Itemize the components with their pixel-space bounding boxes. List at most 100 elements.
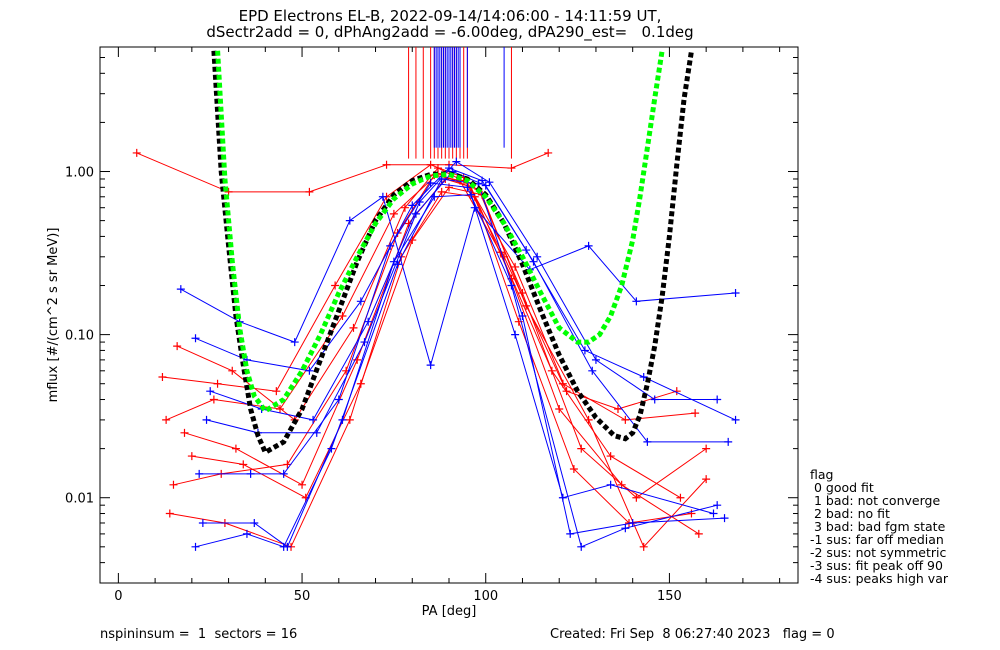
data-point (518, 312, 527, 321)
data-point (305, 366, 314, 375)
data-point (639, 372, 648, 381)
data-point (467, 190, 476, 199)
data-point (445, 164, 453, 173)
fit-curve (215, 50, 665, 415)
data-point (511, 262, 520, 271)
data-point (511, 330, 520, 339)
x-tick-label: 100 (473, 589, 498, 604)
data-point (470, 203, 479, 212)
data-point (165, 509, 174, 518)
data-point (169, 480, 178, 489)
data-point (628, 518, 637, 527)
data-point (279, 542, 288, 551)
data-point (195, 469, 204, 478)
axes: 0 50 100 150 0.01 0.10 1.00 PA [deg] mflux [#/(c… (46, 47, 798, 619)
data-layer (132, 47, 740, 551)
data-point (327, 444, 336, 453)
data-point (702, 475, 711, 484)
data-point (555, 404, 564, 413)
data-point (356, 379, 365, 388)
data-point (356, 297, 365, 306)
data-point (386, 241, 395, 250)
data-point (353, 355, 362, 364)
legend-row: -1 sus: far off median (810, 532, 944, 547)
data-point (639, 542, 648, 551)
data-point (191, 542, 200, 551)
spectrum-line (180, 195, 736, 367)
data-point (426, 179, 435, 188)
data-point (650, 395, 659, 404)
data-point (606, 480, 615, 489)
data-point (676, 493, 685, 502)
data-point (331, 281, 340, 290)
flag-legend: flag 0 good fit 1 bad: not converge 2 ba… (810, 468, 948, 585)
x-tick-label: 150 (657, 589, 682, 604)
data-point (577, 542, 586, 551)
data-point (239, 460, 248, 469)
data-point (209, 395, 218, 404)
data-point (580, 346, 589, 355)
data-point (180, 428, 189, 437)
data-point (162, 415, 171, 424)
data-point (228, 366, 237, 375)
data-point (312, 428, 321, 437)
data-point (173, 342, 182, 351)
data-point (338, 312, 347, 321)
data-point (694, 529, 703, 538)
data-point (709, 509, 718, 518)
y-tick-label: 1.00 (65, 166, 94, 181)
data-point (591, 355, 600, 364)
legend-row: -3 sus: fit peak off 90 (810, 558, 943, 573)
data-point (613, 404, 622, 413)
data-point (364, 317, 373, 326)
data-point (231, 444, 240, 453)
footer-created-info: Created: Fri Sep 8 06:27:40 2023 flag = … (550, 627, 835, 642)
spectrum-line (173, 174, 681, 499)
data-point (437, 187, 446, 196)
data-point (202, 415, 211, 424)
data-point (632, 493, 641, 502)
data-point (206, 387, 215, 396)
data-point (389, 209, 398, 218)
data-point (309, 415, 318, 424)
x-tick-label: 0 (114, 589, 122, 604)
data-point (426, 160, 435, 169)
title-line-2: dSectr2add = 0, dPhAng2add = -6.00deg, d… (206, 23, 694, 41)
data-point (463, 183, 472, 192)
data-point (533, 252, 542, 261)
data-point (250, 518, 259, 527)
legend-row: -2 sus: not symmetric (810, 545, 947, 560)
data-point (345, 216, 354, 225)
spectrum-line (191, 186, 707, 548)
data-point (382, 160, 391, 169)
data-point (272, 387, 281, 396)
data-point (544, 148, 553, 157)
data-point (246, 469, 255, 478)
data-point (213, 379, 222, 388)
data-point (687, 509, 696, 518)
data-point (632, 297, 641, 306)
data-point (283, 460, 292, 469)
data-point (588, 366, 597, 375)
data-point (415, 198, 424, 207)
x-axis-label: PA [deg] (422, 604, 477, 619)
data-point (643, 437, 652, 446)
data-point (691, 409, 700, 418)
footer-spin-info: nspininsum = 1 sectors = 16 (100, 627, 298, 642)
data-point (198, 518, 207, 527)
data-point (334, 395, 343, 404)
data-point (305, 187, 314, 196)
data-point (426, 361, 435, 370)
data-point (276, 404, 285, 413)
data-point (731, 415, 740, 424)
data-point (433, 164, 442, 173)
data-point (393, 260, 402, 269)
data-point (360, 338, 369, 347)
data-point (566, 529, 575, 538)
legend-row: -4 sus: peaks high var (810, 571, 949, 586)
data-point (621, 415, 630, 424)
data-point (485, 178, 494, 187)
data-point (132, 148, 141, 157)
data-point (702, 444, 711, 453)
